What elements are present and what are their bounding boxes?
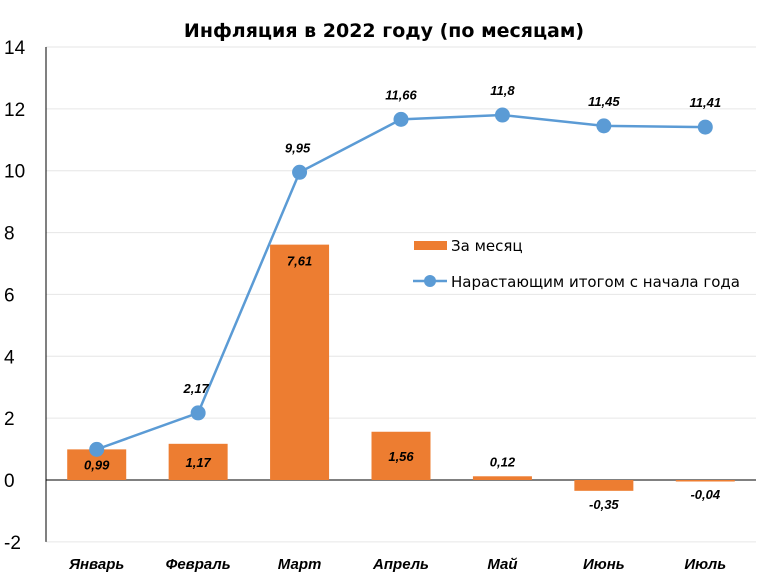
bar-data-label: 7,61: [287, 254, 312, 269]
bar: [270, 244, 330, 480]
bar: [168, 443, 228, 480]
legend-swatch-bars: [414, 241, 447, 250]
chart-title: Инфляция в 2022 году (по месяцам): [184, 20, 584, 42]
line-point: [292, 164, 308, 180]
bar: [574, 480, 634, 491]
bar-data-label: 0,99: [84, 458, 110, 473]
x-tick-label: Февраль: [166, 556, 231, 573]
x-tick-label: Январь: [68, 556, 124, 573]
y-axis-ticks: -2 0 2 4 6 8 10 12 14: [4, 38, 26, 554]
y-tick-label: 4: [4, 347, 15, 368]
y-tick-label: 14: [4, 38, 26, 59]
y-tick-label: 10: [4, 162, 25, 183]
legend-marker-line: [424, 275, 436, 287]
line-point: [697, 119, 713, 135]
bar-data-label: 0,12: [490, 454, 516, 469]
x-tick-label: Июнь: [583, 556, 625, 573]
line-point: [596, 118, 612, 134]
legend-label-line: Нарастающим итогом с начала года: [451, 273, 740, 291]
y-tick-label: 12: [4, 100, 25, 121]
y-tick-label: 8: [4, 224, 15, 245]
line-series: 2,17 9,95 11,66 11,8 11,45 11,41: [89, 83, 721, 457]
legend: За месяц Нарастающим итогом с начала год…: [413, 237, 740, 291]
x-tick-label: Май: [487, 556, 517, 573]
line-data-label: 2,17: [182, 381, 209, 396]
bar-data-label: -0,35: [589, 497, 619, 512]
line-data-label: 11,45: [588, 94, 620, 109]
line-point: [393, 111, 409, 127]
line-point: [190, 405, 206, 421]
line-data-label: 11,66: [385, 87, 417, 102]
bar: [675, 480, 735, 482]
x-tick-label: Март: [278, 556, 322, 573]
line-point: [494, 107, 510, 123]
y-tick-label: 2: [4, 409, 15, 430]
x-tick-label: Апрель: [372, 556, 429, 573]
line-data-label: 9,95: [285, 140, 311, 155]
gridlines: [45, 46, 756, 543]
y-tick-label: 6: [4, 285, 15, 306]
line-data-label: 11,41: [689, 95, 721, 110]
line-data-label: 11,8: [490, 83, 515, 98]
x-tick-label: Июль: [684, 556, 726, 573]
y-tick-label: -2: [4, 533, 21, 554]
bar-data-label: -0,04: [690, 487, 720, 502]
bar: [371, 431, 431, 480]
bar-data-label: 1,56: [388, 449, 414, 464]
bar-data-label: 1,17: [185, 455, 211, 470]
y-tick-label: 0: [4, 471, 15, 492]
x-axis-ticks: Январь Февраль Март Апрель Май Июнь Июль: [68, 556, 726, 573]
bar: [472, 476, 532, 480]
legend-label-bars: За месяц: [451, 237, 523, 255]
line-point: [89, 441, 105, 457]
